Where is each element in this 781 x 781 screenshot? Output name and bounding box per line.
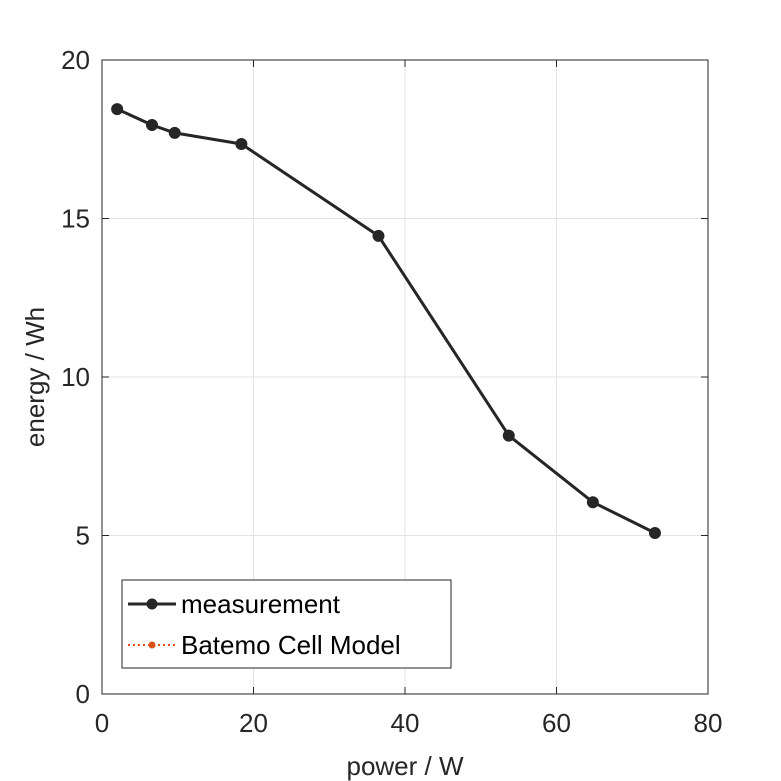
y-tick-label: 0 [76, 679, 90, 709]
axes-box [101, 59, 709, 695]
data-point [145, 118, 158, 131]
data-point [168, 126, 181, 139]
data-point [648, 526, 661, 539]
x-tick-label: 60 [542, 708, 571, 738]
x-tick-label: 20 [239, 708, 268, 738]
data-point [372, 229, 385, 242]
legend-marker [146, 598, 158, 610]
tick-labels: 0 20 40 60 80 0 5 10 15 20 [61, 45, 722, 738]
legend-label: measurement [181, 589, 341, 619]
y-tick-label: 5 [76, 521, 90, 551]
legend-marker [148, 641, 156, 649]
x-tick-label: 80 [694, 708, 723, 738]
legend: measurement Batemo Cell Model [121, 579, 452, 669]
data-point [235, 138, 248, 151]
data-point [586, 496, 599, 509]
x-tick-label: 0 [95, 708, 109, 738]
x-tick-label: 40 [391, 708, 420, 738]
axes [101, 59, 709, 695]
y-tick-label: 20 [61, 45, 90, 75]
series-layer [111, 103, 661, 539]
y-tick-label: 15 [61, 204, 90, 234]
legend-box [121, 579, 452, 669]
data-point [111, 103, 124, 116]
data-point [502, 429, 515, 442]
x-axis-label: power / W [346, 751, 463, 781]
y-tick-label: 10 [61, 362, 90, 392]
legend-label: Batemo Cell Model [181, 630, 401, 660]
y-axis-label: energy / Wh [20, 307, 50, 447]
